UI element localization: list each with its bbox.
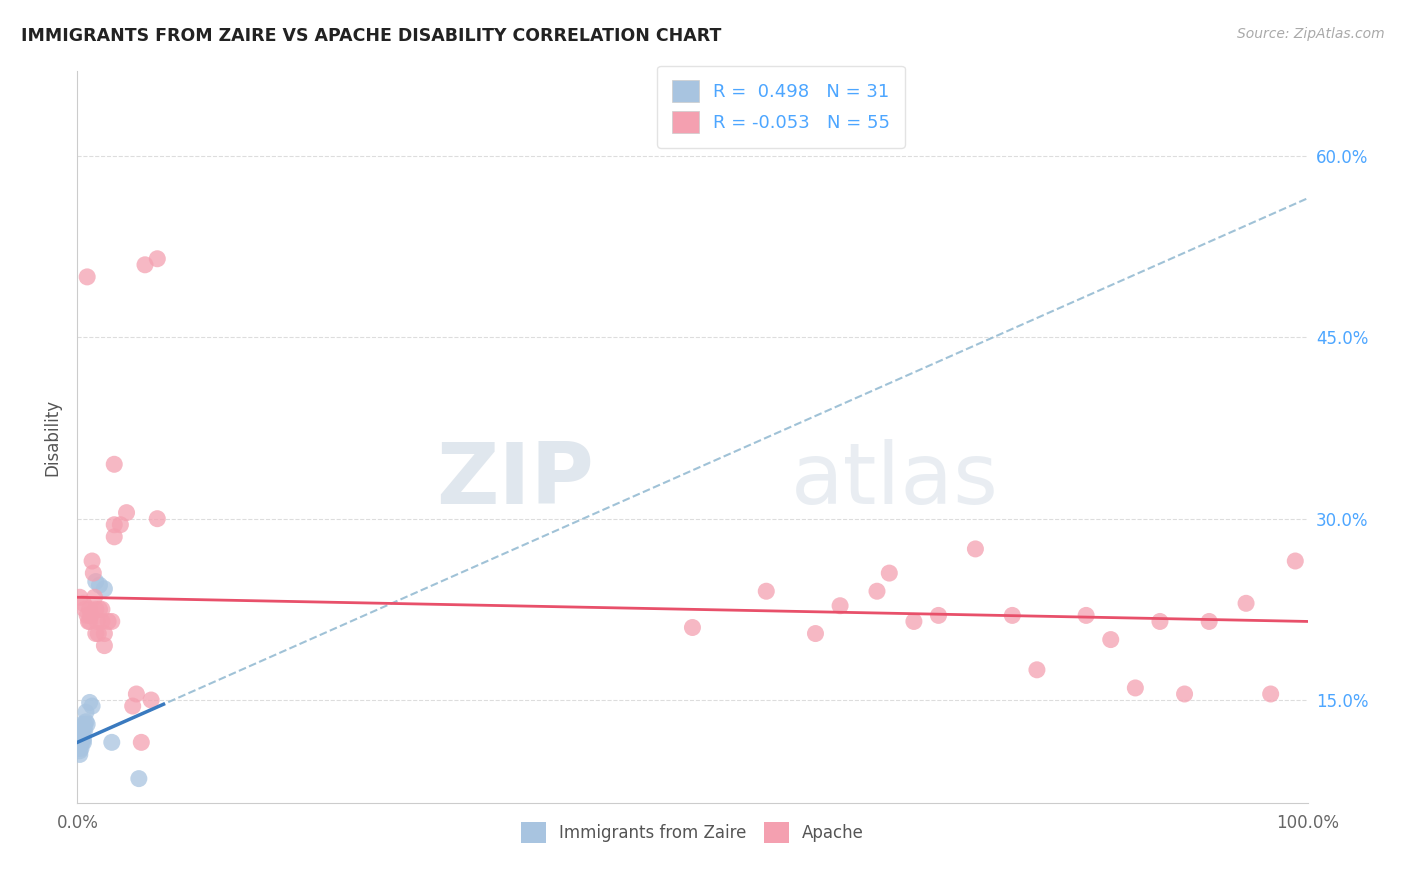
Point	[79, 602, 101, 616]
Point	[103, 517, 125, 532]
Point	[70, 735, 93, 749]
Point	[82, 554, 104, 568]
Point	[928, 608, 950, 623]
Point	[72, 723, 94, 738]
Point	[90, 602, 114, 616]
Point	[84, 626, 107, 640]
Text: Source: ZipAtlas.com: Source: ZipAtlas.com	[1237, 27, 1385, 41]
Point	[73, 723, 96, 738]
Point	[121, 699, 143, 714]
Point	[70, 727, 93, 741]
Text: IMMIGRANTS FROM ZAIRE VS APACHE DISABILITY CORRELATION CHART: IMMIGRANTS FROM ZAIRE VS APACHE DISABILI…	[21, 27, 721, 45]
Point	[1149, 615, 1171, 629]
Point	[134, 258, 156, 272]
Point	[69, 744, 91, 758]
Point	[72, 596, 94, 610]
Point	[101, 615, 124, 629]
Point	[1099, 632, 1122, 647]
Point	[70, 731, 93, 746]
Point	[70, 741, 93, 756]
Point	[77, 615, 100, 629]
Point	[72, 731, 94, 746]
Point	[1076, 608, 1098, 623]
Point	[70, 723, 93, 738]
Point	[879, 566, 901, 580]
Text: ZIP: ZIP	[436, 440, 595, 523]
Point	[69, 747, 91, 762]
Point	[89, 602, 111, 616]
Point	[80, 608, 103, 623]
Point	[1174, 687, 1197, 701]
Point	[89, 578, 111, 592]
Point	[1234, 596, 1257, 610]
Point	[129, 735, 153, 749]
Point	[125, 687, 148, 701]
Point	[682, 620, 704, 634]
Point	[103, 530, 125, 544]
Point	[84, 602, 107, 616]
Point	[82, 566, 104, 580]
Point	[69, 591, 91, 605]
Point	[87, 626, 110, 640]
Point	[70, 729, 93, 743]
Point	[965, 541, 987, 556]
Point	[110, 517, 132, 532]
Point	[1125, 681, 1147, 695]
Point	[103, 457, 125, 471]
Point	[93, 582, 115, 596]
Text: atlas: atlas	[792, 440, 998, 523]
Point	[79, 696, 101, 710]
Point	[93, 626, 115, 640]
Point	[115, 506, 138, 520]
Point	[69, 731, 91, 746]
Point	[90, 615, 114, 629]
Point	[128, 772, 150, 786]
Y-axis label: Disability: Disability	[44, 399, 62, 475]
Legend: Immigrants from Zaire, Apache: Immigrants from Zaire, Apache	[515, 815, 870, 849]
Point	[79, 615, 101, 629]
Point	[1284, 554, 1306, 568]
Point	[101, 735, 124, 749]
Point	[1026, 663, 1049, 677]
Point	[73, 717, 96, 731]
Point	[1260, 687, 1282, 701]
Point	[866, 584, 889, 599]
Point	[93, 639, 115, 653]
Point	[75, 705, 97, 719]
Point	[141, 693, 163, 707]
Point	[146, 252, 169, 266]
Point	[70, 735, 93, 749]
Point	[86, 615, 108, 629]
Point	[76, 608, 98, 623]
Point	[76, 269, 98, 284]
Point	[69, 723, 91, 738]
Point	[67, 729, 90, 743]
Point	[82, 699, 104, 714]
Point	[75, 714, 97, 729]
Point	[903, 615, 925, 629]
Point	[830, 599, 852, 613]
Point	[72, 735, 94, 749]
Point	[67, 735, 90, 749]
Point	[69, 739, 91, 753]
Point	[755, 584, 778, 599]
Point	[146, 511, 169, 525]
Point	[97, 615, 120, 629]
Point	[84, 574, 107, 589]
Point	[804, 626, 827, 640]
Point	[67, 741, 90, 756]
Point	[83, 591, 105, 605]
Point	[76, 717, 98, 731]
Point	[70, 717, 93, 731]
Point	[1001, 608, 1024, 623]
Point	[1198, 615, 1220, 629]
Point	[73, 602, 96, 616]
